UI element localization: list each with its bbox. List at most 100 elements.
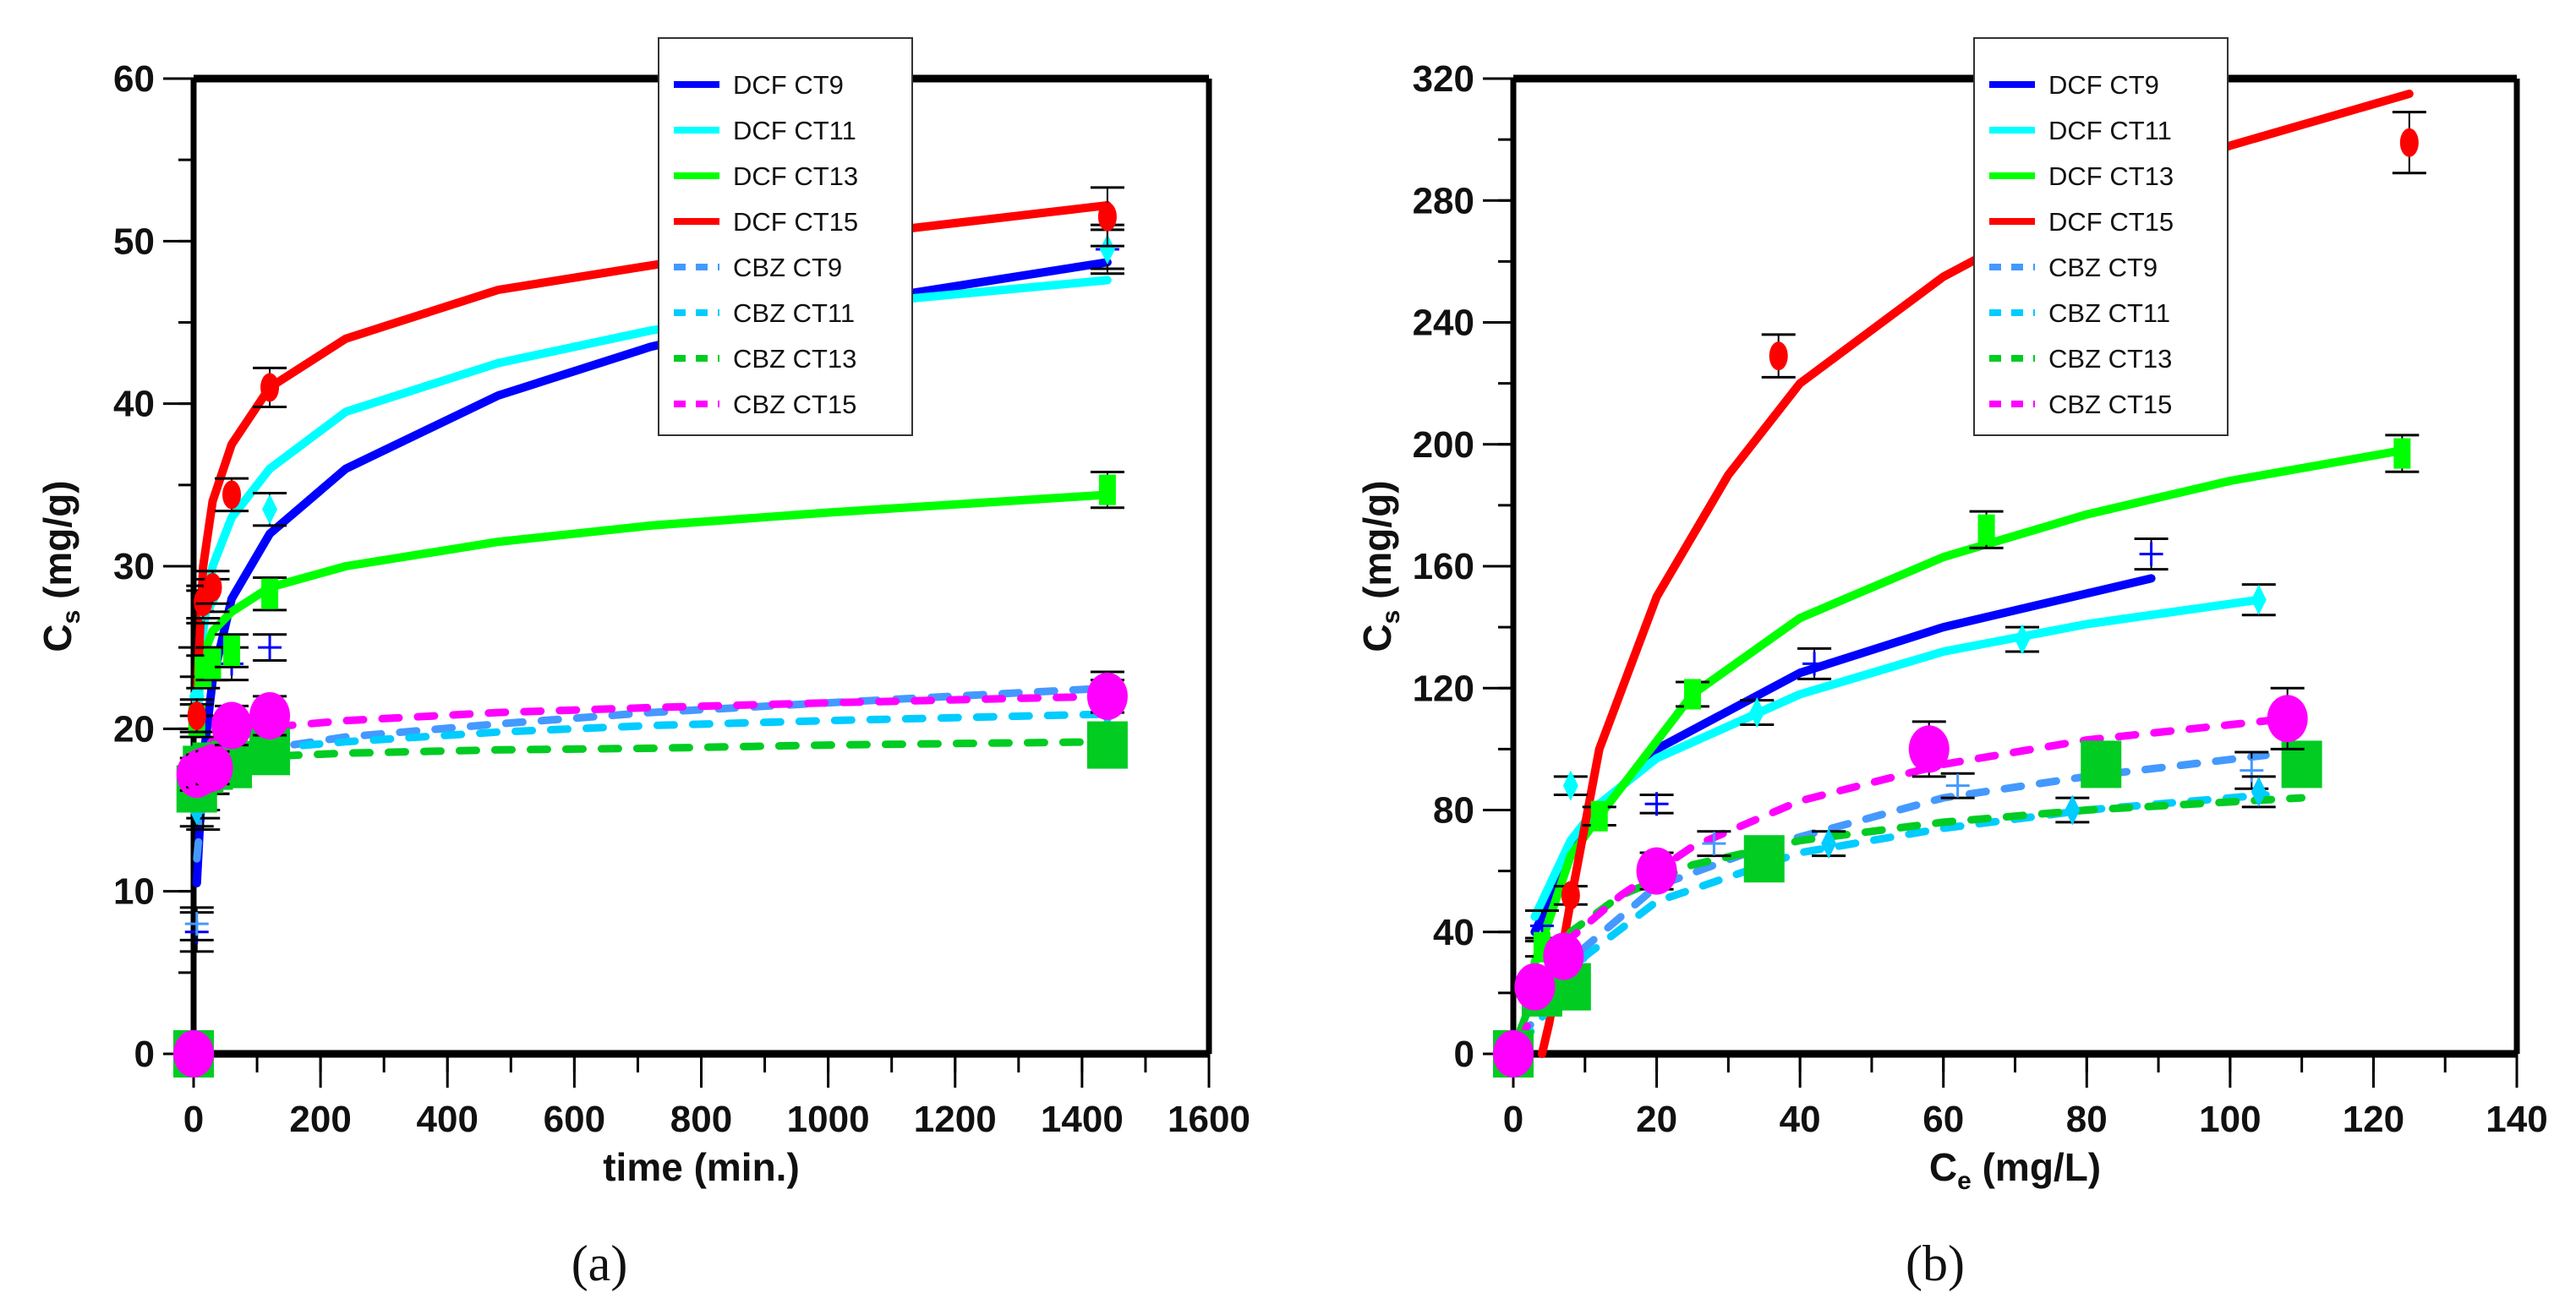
point-cbz-ct15 — [1636, 847, 1677, 895]
point-cbz-ct9 — [1702, 832, 1726, 856]
fit-line-cbz-ct9 — [193, 684, 1112, 863]
y-tick-label: 200 — [1413, 424, 1474, 466]
y-tick-label: 240 — [1413, 303, 1474, 344]
x-tick-label: 1400 — [1041, 1099, 1124, 1140]
point-dcf-ct13 — [1098, 474, 1116, 505]
point-cbz-ct15 — [1086, 672, 1128, 720]
point-dcf-ct13 — [1683, 679, 1701, 710]
point-dcf-ct9 — [1644, 792, 1669, 816]
point-cbz-ct15 — [1493, 1030, 1534, 1078]
point-cbz-ct15 — [2267, 695, 2308, 743]
legend-label: CBZ CT15 — [733, 390, 856, 419]
legend: DCF CT9 DCF CT11 DCF CT13 DCF CT15 CBZ CT9 CB… — [658, 37, 913, 436]
legend-box — [1973, 37, 2229, 436]
point-dcf-ct13 — [2393, 438, 2411, 469]
point-cbz-ct11 — [1821, 828, 1837, 859]
legend-label: DCF CT15 — [2048, 207, 2174, 237]
y-tick-label: 40 — [1433, 912, 1474, 953]
x-axis-label: Ce (mg/L) — [1929, 1145, 2101, 1195]
point-cbz-ct11 — [2065, 794, 2081, 826]
legend-label: DCF CT13 — [733, 161, 858, 191]
x-axis-label: time (min.) — [603, 1145, 800, 1189]
legend-label: CBZ CT13 — [733, 344, 856, 374]
legend-label: CBZ CT11 — [733, 298, 855, 328]
point-dcf-ct11 — [1099, 233, 1115, 265]
x-tick-label: 20 — [1636, 1099, 1677, 1140]
point-dcf-ct11 — [1749, 697, 1765, 728]
point-cbz-ct15 — [1908, 725, 1950, 773]
fit-line-cbz-ct11 — [193, 710, 1112, 814]
x-tick-label: 140 — [2486, 1099, 2547, 1140]
point-cbz-ct15 — [249, 691, 291, 739]
plot-area — [173, 186, 1128, 1078]
legend-label: DCF CT13 — [2048, 161, 2174, 191]
fit-line-cbz-ct15 — [1517, 714, 2292, 1046]
point-dcf-ct15 — [222, 480, 242, 510]
y-axis-label: Cs (mg/g) — [36, 480, 85, 652]
x-tick-label: 40 — [1780, 1099, 1821, 1140]
legend-label: DCF CT9 — [733, 70, 844, 100]
x-tick-label: 60 — [1922, 1099, 1964, 1140]
point-cbz-ct13 — [1743, 835, 1785, 883]
y-tick-label: 320 — [1413, 58, 1474, 100]
x-tick-label: 1600 — [1168, 1099, 1250, 1140]
x-tick-label: 80 — [2066, 1099, 2108, 1140]
legend-box — [658, 37, 913, 436]
panel-label: (a) — [572, 1236, 628, 1291]
y-tick-label: 40 — [113, 384, 155, 425]
fit-line-dcf-ct11 — [1530, 595, 2263, 921]
point-cbz-ct9 — [2240, 758, 2264, 783]
plot-area — [1493, 90, 2426, 1078]
fit-line-dcf-ct15 — [192, 201, 1112, 701]
legend-label: CBZ CT11 — [2048, 298, 2170, 328]
chart-a-kinetics: 0 200 400 600 800 1000 1200 1400 1600 0 10 20 30 40 50… — [36, 37, 1250, 1291]
point-dcf-ct13 — [1590, 800, 1608, 832]
x-tick-label: 1000 — [787, 1099, 870, 1140]
point-dcf-ct15 — [1097, 202, 1117, 232]
x-tick-label: 800 — [670, 1099, 732, 1140]
y-axis-label: Cs (mg/g) — [1355, 480, 1405, 652]
y-tick-label: 10 — [113, 871, 155, 913]
legend-label: CBZ CT13 — [2048, 344, 2172, 374]
legend-label: CBZ CT15 — [2048, 390, 2172, 419]
point-dcf-ct11 — [2251, 584, 2267, 615]
x-tick-label: 600 — [544, 1099, 605, 1140]
point-dcf-ct13 — [261, 578, 279, 609]
y-tick-label: 0 — [134, 1034, 155, 1075]
point-dcf-ct13 — [1977, 514, 1995, 545]
point-dcf-ct13 — [204, 648, 222, 679]
y-tick-label: 30 — [113, 546, 155, 587]
point-dcf-ct15 — [2399, 128, 2419, 157]
point-cbz-ct15 — [173, 1030, 214, 1078]
y-tick-label: 50 — [113, 221, 155, 262]
point-cbz-ct15 — [1543, 932, 1584, 980]
fit-line-cbz-ct9 — [1517, 751, 2270, 1043]
legend-label: CBZ CT9 — [733, 253, 842, 282]
fit-line-dcf-ct13 — [192, 490, 1112, 701]
legend-label: DCF CT11 — [2048, 116, 2172, 145]
point-cbz-ct11 — [2251, 776, 2267, 807]
point-dcf-ct9 — [1802, 652, 1827, 676]
x-tick-label: 0 — [183, 1099, 204, 1140]
legend-label: CBZ CT9 — [2048, 253, 2158, 282]
panel-label: (b) — [1906, 1236, 1965, 1291]
y-tick-label: 60 — [113, 58, 155, 100]
point-dcf-ct9 — [258, 636, 282, 660]
point-dcf-ct11 — [2014, 624, 2030, 655]
y-tick-label: 280 — [1413, 180, 1474, 221]
y-tick-label: 160 — [1413, 546, 1474, 587]
chart-b-isotherms: 0 20 40 60 80 100 120 140 0 40 80 120 160 200 240 280 32… — [1355, 37, 2548, 1291]
x-tick-label: 0 — [1503, 1099, 1523, 1140]
point-cbz-ct15 — [192, 744, 233, 792]
x-tick-label: 1200 — [914, 1099, 997, 1140]
y-tick-label: 120 — [1413, 668, 1474, 709]
point-dcf-ct15 — [187, 701, 206, 730]
point-cbz-ct13 — [2081, 740, 2122, 788]
x-tick-label: 100 — [2199, 1099, 2261, 1140]
y-tick-label: 80 — [1433, 790, 1474, 832]
point-cbz-ct9 — [184, 912, 209, 936]
x-tick-label: 200 — [289, 1099, 351, 1140]
point-dcf-ct15 — [1769, 341, 1788, 371]
fit-line-cbz-ct13 — [193, 738, 1112, 798]
